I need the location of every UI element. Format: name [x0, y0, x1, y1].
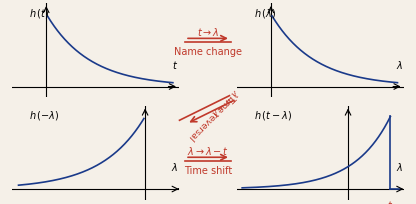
Text: $h\,(t-\lambda)$: $h\,(t-\lambda)$ — [254, 109, 292, 122]
Text: Name change: Name change — [174, 47, 242, 57]
Text: $h\,(-\lambda)$: $h\,(-\lambda)$ — [29, 109, 59, 122]
Text: $t$: $t$ — [387, 198, 394, 204]
Text: $t \to \lambda$: $t \to \lambda$ — [197, 26, 219, 38]
Text: $\lambda$: $\lambda$ — [396, 59, 403, 71]
Text: $\lambda \to -\lambda$: $\lambda \to -\lambda$ — [209, 86, 240, 118]
Text: $\lambda$: $\lambda$ — [396, 161, 403, 173]
Text: Time reversal: Time reversal — [187, 91, 237, 141]
Text: $h\,(t)$: $h\,(t)$ — [29, 7, 50, 20]
Text: $\lambda \to \lambda - t$: $\lambda \to \lambda - t$ — [187, 144, 229, 156]
Text: $\lambda$: $\lambda$ — [171, 161, 178, 173]
Text: $h\,(\lambda)$: $h\,(\lambda)$ — [254, 7, 276, 20]
Text: $t$: $t$ — [172, 59, 178, 71]
Text: Time shift: Time shift — [184, 165, 232, 175]
